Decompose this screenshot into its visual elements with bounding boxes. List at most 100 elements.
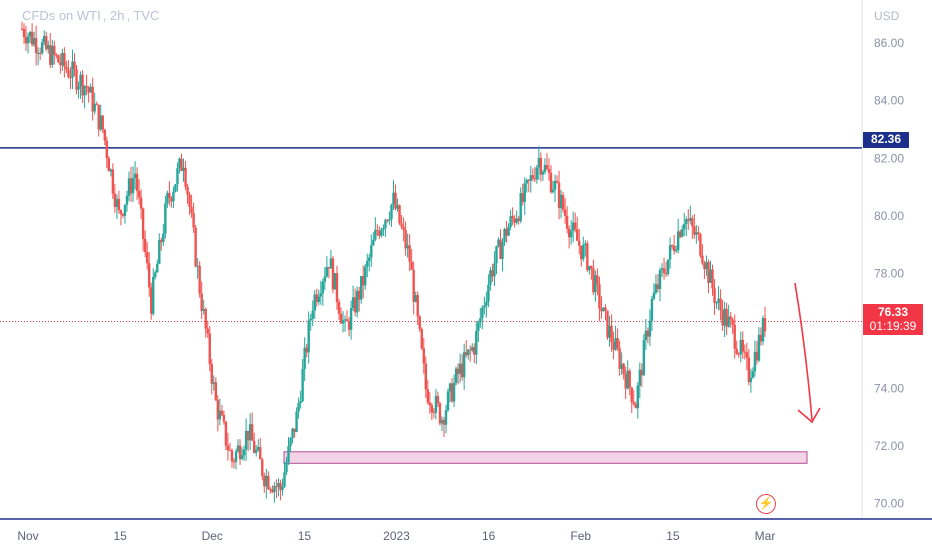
candle-body [67,69,70,77]
candle-body [563,209,567,216]
y-tick-label: 78.00 [874,266,904,280]
candle-body [674,249,678,252]
candle-body [725,308,728,327]
projection-arrow-shaft [794,282,813,421]
candle-body [386,219,389,221]
candle-body [172,191,175,202]
candle-body [644,330,648,341]
candle-body [77,86,80,90]
candle-body [283,472,286,487]
candle-body [650,298,654,321]
candle-body [414,295,417,302]
candle-body [751,371,755,378]
candle-body [553,180,557,190]
candle-body [693,226,696,235]
candle-body [269,489,272,491]
candle-body [24,37,28,44]
candle-body [741,339,744,352]
candle-body [347,321,351,330]
candle-body [73,61,76,70]
candle-body [624,374,627,389]
candle-body [198,265,201,294]
candle-body [513,218,516,223]
x-tick-label: 2023 [383,529,410,543]
candle-body [83,86,86,96]
x-tick-label: Mar [755,529,776,543]
candle-body [533,178,537,180]
candle-body [188,194,191,208]
candle-body [444,410,448,425]
candle-body [57,55,60,63]
candle-body [582,244,585,260]
candle-body [408,245,411,262]
candle-body [683,223,686,230]
candle-body [392,192,395,205]
candle-body [384,219,387,229]
lightning-icon[interactable]: ⚡ [756,494,776,514]
candle-body [763,318,767,332]
candle-body [622,363,625,375]
candle-body [755,351,759,361]
candle-body [141,208,145,239]
candle-body [162,233,165,243]
candle-body [184,167,187,187]
candle-body [555,180,559,183]
level-price-badge: 82.36 [863,132,909,148]
candle-body [483,305,486,308]
candle-body [523,183,526,203]
candle-body [61,52,64,66]
candle-body [150,287,153,314]
candle-body [410,261,413,270]
candle-body [430,405,434,413]
candle-body [475,330,478,355]
candle-body [529,175,532,181]
candle-body [709,269,712,283]
candle-body [85,86,88,88]
candle-body [154,272,157,277]
candle-body [559,194,563,209]
candle-body [45,35,48,50]
candle-body [59,62,62,66]
x-tick-label: 15 [298,529,312,543]
symbol-watermark: CFDs on WTI, 2h, TVC [22,8,160,23]
candle-body [616,338,619,349]
candle-body [412,269,415,302]
candle-body [226,445,230,451]
candle-body [648,320,652,337]
candle-body [152,276,155,314]
candle-body [222,415,226,422]
candle-body [598,284,601,309]
candle-body [364,266,367,286]
candle-body [422,348,425,364]
candle-body [370,245,373,258]
candle-body [252,440,256,453]
candle-body [309,318,312,321]
candle-body [287,445,290,463]
candle-body [687,219,690,221]
candle-body [517,218,520,221]
candle-body [592,268,595,293]
candle-body [65,66,68,70]
candle-body [640,369,644,376]
candle-body [561,194,565,210]
candle-body [143,238,147,253]
candle-body [723,308,726,326]
candle-body [584,243,587,245]
candle-body [210,363,213,384]
candle-body [505,228,508,236]
candle-body [20,28,24,30]
candle-body [26,36,30,44]
candle-body [135,173,139,192]
candle-body [440,419,444,424]
candle-body [325,267,329,277]
candle-body [349,308,353,330]
candle-body [236,445,240,452]
candle-body [313,294,316,311]
candle-body [335,273,339,303]
candle-body [277,482,280,487]
x-tick-label: Nov [17,529,38,543]
candle-body [469,349,472,351]
candle-body [442,419,446,425]
